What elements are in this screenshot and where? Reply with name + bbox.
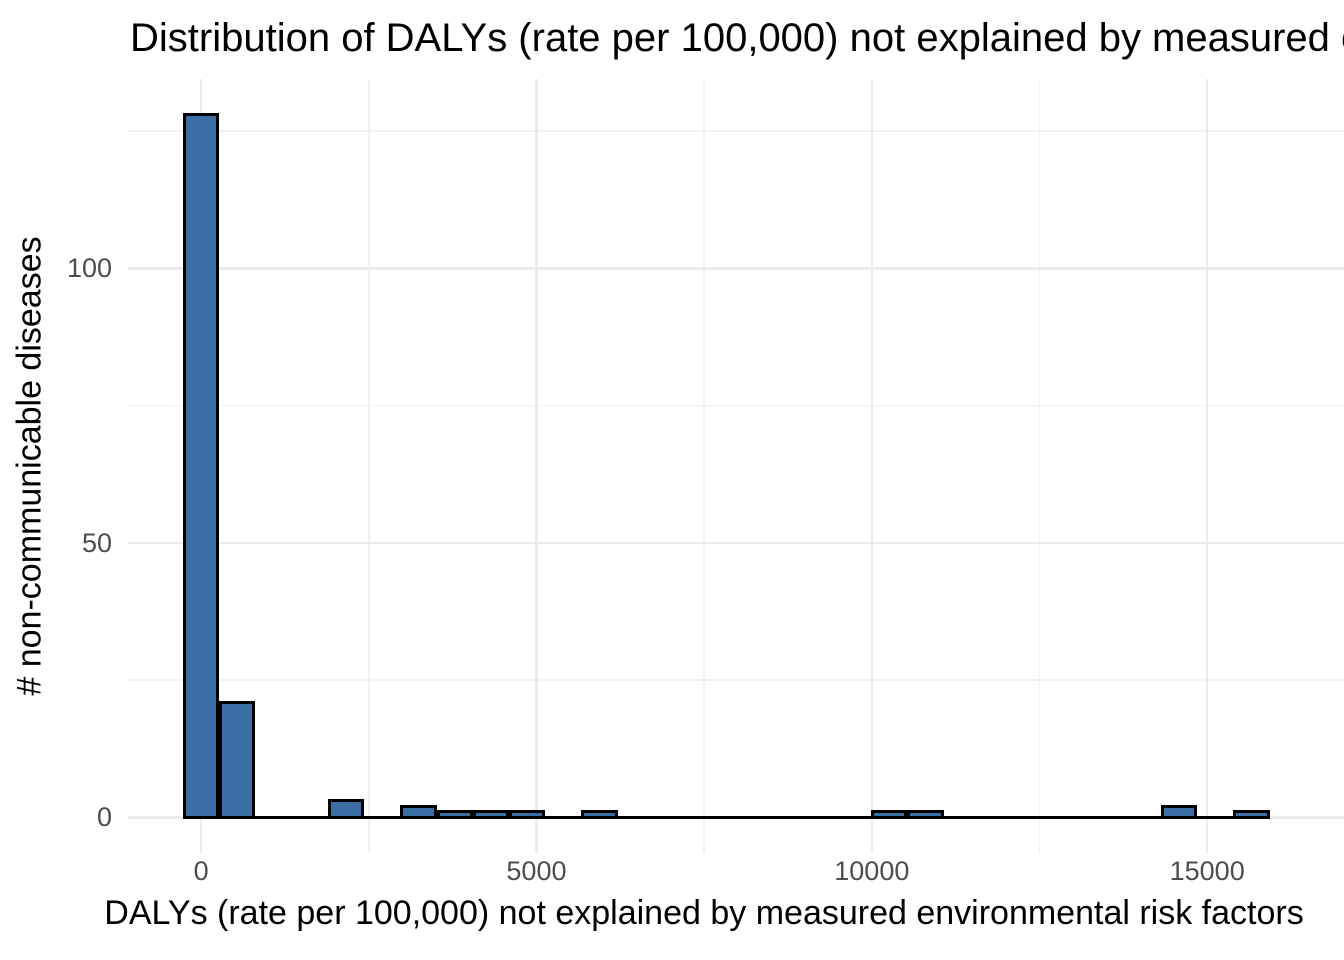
x-major-gridline bbox=[535, 79, 538, 853]
histogram-bar bbox=[1233, 810, 1270, 819]
x-tick-label: 15000 bbox=[1169, 856, 1245, 886]
x-axis-title: DALYs (rate per 100,000) not explained b… bbox=[104, 894, 1304, 932]
histogram-bar bbox=[182, 113, 220, 819]
histogram-bar bbox=[508, 810, 546, 819]
histogram-bar bbox=[327, 799, 365, 819]
histogram-bar bbox=[472, 810, 509, 819]
y-minor-gridline bbox=[128, 404, 1344, 407]
y-tick-label: 0 bbox=[96, 802, 112, 833]
y-minor-gridline bbox=[128, 679, 1344, 681]
x-major-gridline bbox=[1205, 79, 1209, 853]
y-tick-label: 50 bbox=[81, 527, 112, 558]
y-major-gridline bbox=[128, 541, 1344, 545]
histogram-bar bbox=[581, 810, 618, 819]
x-tick-label: 0 bbox=[193, 856, 209, 886]
chart-title: Distribution of DALYs (rate per 100,000)… bbox=[130, 16, 1344, 60]
histogram-bar bbox=[436, 810, 473, 819]
histogram-bar bbox=[400, 804, 437, 819]
y-major-gridline bbox=[128, 267, 1344, 270]
x-tick-label: 10000 bbox=[834, 856, 910, 886]
zero-baseline bbox=[182, 815, 1270, 819]
y-axis-title: # non-communicable diseases bbox=[10, 236, 49, 696]
y-tick-label: 100 bbox=[66, 253, 112, 284]
histogram-bar bbox=[219, 700, 256, 819]
histogram-bar bbox=[1160, 804, 1198, 819]
x-minor-gridline bbox=[368, 79, 370, 853]
histogram-bar bbox=[907, 810, 944, 819]
y-minor-gridline bbox=[128, 130, 1344, 132]
x-minor-gridline bbox=[1038, 79, 1041, 853]
x-tick-label: 5000 bbox=[506, 856, 567, 886]
x-major-gridline bbox=[870, 79, 874, 853]
x-minor-gridline bbox=[703, 79, 705, 853]
histogram-bar bbox=[871, 810, 908, 819]
